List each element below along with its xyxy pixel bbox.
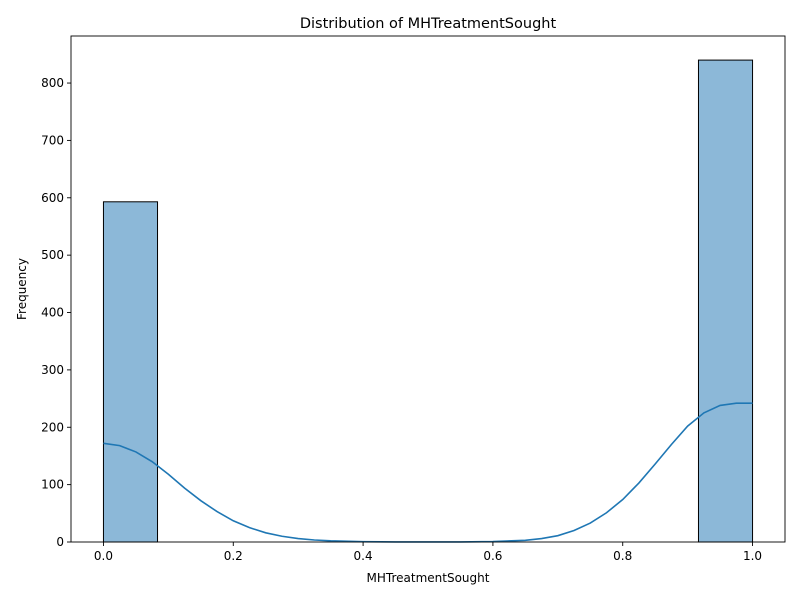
plot-frame	[70, 35, 786, 543]
histogram-bar	[102, 201, 159, 543]
histogram-bar	[697, 59, 754, 543]
x-tick-label: 0.0	[94, 549, 113, 563]
y-tick-label: 0	[56, 535, 64, 549]
chart-title: Distribution of MHTreatmentSought	[300, 16, 557, 32]
y-tick-label: 100	[41, 478, 64, 492]
y-axis-label: Frequency	[15, 258, 29, 320]
y-tick-label: 400	[41, 306, 64, 320]
y-tick-label: 300	[41, 363, 64, 377]
kde-curve	[103, 402, 753, 543]
bars-group	[102, 59, 754, 543]
x-axis-ticks: 0.0 0.2 0.4 0.6 0.8 1.0	[94, 542, 762, 563]
x-tick-label: 0.2	[224, 549, 243, 563]
y-tick-label: 600	[41, 191, 64, 205]
x-tick-label: 0.4	[354, 549, 373, 563]
y-tick-label: 700	[41, 133, 64, 147]
y-tick-label: 200	[41, 420, 64, 434]
y-tick-label: 800	[41, 76, 64, 90]
y-axis-ticks: 0 100 200 300 400 500 600 700 800	[41, 76, 71, 549]
x-tick-label: 0.6	[483, 549, 502, 563]
x-tick-label: 0.8	[613, 549, 632, 563]
x-axis-label: MHTreatmentSought	[367, 571, 490, 585]
y-tick-label: 500	[41, 248, 64, 262]
x-tick-label: 1.0	[743, 549, 762, 563]
